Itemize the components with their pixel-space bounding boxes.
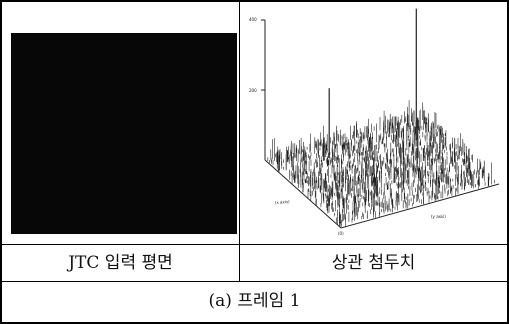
border-bottom xyxy=(0,322,509,324)
border-top xyxy=(0,0,509,2)
right-caption: 상관 첨두치 xyxy=(331,253,416,273)
x-axis-label: (x axis) xyxy=(275,199,291,205)
figure-subcaption: (a) 프레임 1 xyxy=(208,291,301,311)
border-left xyxy=(0,0,2,324)
spike-field xyxy=(267,8,495,227)
plot-svg: 400 200 (x axis) (y axis) (0) xyxy=(249,8,500,236)
left-caption: JTC 입력 평면 xyxy=(68,253,173,273)
border-right xyxy=(507,0,509,324)
center-divider xyxy=(239,0,240,281)
origin-label: (0) xyxy=(338,231,344,236)
base-plane-front-edges xyxy=(264,159,500,229)
row-divider-1 xyxy=(0,244,509,245)
y-axis-label: (y axis) xyxy=(431,214,446,219)
correlation-peak-plot: 400 200 (x axis) (y axis) (0) xyxy=(241,6,506,242)
row-divider-2 xyxy=(0,281,509,282)
z-tick-label-400: 400 xyxy=(249,17,257,22)
z-tick-label-200: 200 xyxy=(249,88,257,93)
jtc-input-plane-image xyxy=(11,33,237,234)
